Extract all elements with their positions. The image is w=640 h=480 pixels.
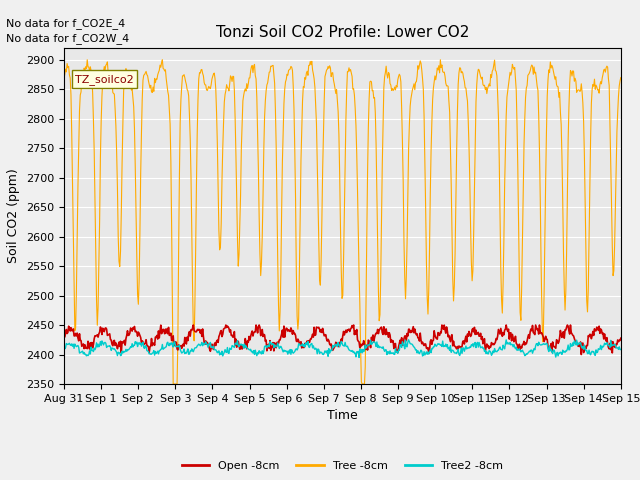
Title: Tonzi Soil CO2 Profile: Lower CO2: Tonzi Soil CO2 Profile: Lower CO2 [216,25,469,40]
Tree -8cm [617,75,625,81]
Tree -8cm [170,381,177,387]
Tree -8cm [428,120,436,125]
Y-axis label: Soil CO2 (ppm): Soil CO2 (ppm) [8,168,20,264]
Tree2 -8cm [617,347,625,352]
Open -8cm [577,352,585,358]
Tree -8cm [60,75,68,81]
Tree2 -8cm [404,337,412,343]
Tree2 -8cm [355,355,363,360]
Text: No data for f_CO2W_4: No data for f_CO2W_4 [6,33,130,44]
Tree2 -8cm [412,347,419,353]
Line: Tree -8cm: Tree -8cm [64,60,621,384]
Open -8cm [428,337,435,343]
Open -8cm [127,326,135,332]
Tree2 -8cm [428,346,436,351]
Text: No data for f_CO2E_4: No data for f_CO2E_4 [6,18,125,29]
Tree -8cm [83,57,91,63]
Tree -8cm [70,287,78,293]
Open -8cm [617,336,625,341]
Tree2 -8cm [184,346,192,352]
Text: TZ_soilco2: TZ_soilco2 [75,73,134,84]
Open -8cm [411,326,419,332]
Tree -8cm [412,79,419,85]
Tree2 -8cm [127,345,135,350]
Tree2 -8cm [70,346,78,351]
Legend: Open -8cm, Tree -8cm, Tree2 -8cm: Open -8cm, Tree -8cm, Tree2 -8cm [177,457,508,476]
Open -8cm [214,339,222,345]
Open -8cm [189,322,197,328]
X-axis label: Time: Time [327,409,358,422]
Tree -8cm [128,86,136,92]
Tree -8cm [215,228,223,233]
Tree -8cm [186,112,193,118]
Open -8cm [70,333,78,339]
Open -8cm [60,334,68,339]
Open -8cm [184,338,192,344]
Line: Open -8cm: Open -8cm [64,325,621,355]
Tree2 -8cm [214,350,221,356]
Line: Tree2 -8cm: Tree2 -8cm [64,340,621,358]
Tree2 -8cm [60,343,68,348]
